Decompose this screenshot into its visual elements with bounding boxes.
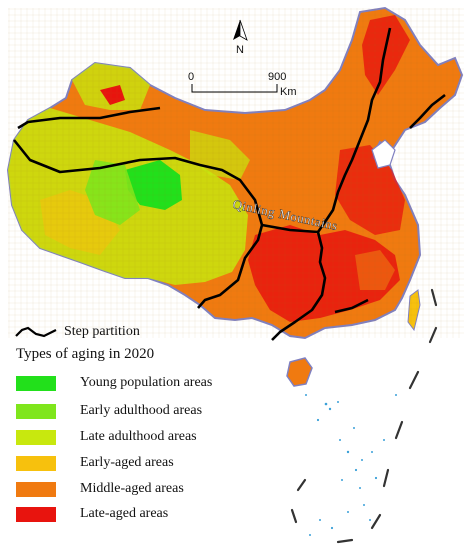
legend-item-late-adulthood: Late adulthood areas xyxy=(16,428,197,446)
north-label: N xyxy=(236,44,244,56)
legend-step-partition: Step partition xyxy=(14,322,140,342)
legend-label: Early adulthood areas xyxy=(80,403,203,418)
scale-start-label: 0 xyxy=(188,71,194,83)
legend-label: Early-aged areas xyxy=(80,455,174,470)
legend-title: Types of aging in 2020 xyxy=(16,346,155,362)
nine-dash-line xyxy=(290,288,438,544)
scale-bar-line xyxy=(191,84,278,93)
scale-unit-label: Km xyxy=(280,86,297,98)
hainan-island xyxy=(286,357,313,387)
legend-label: Late-aged areas xyxy=(80,506,169,521)
legend-label: Young population areas xyxy=(80,375,213,390)
step-line-east-coast xyxy=(334,298,369,314)
legend-label: Middle-aged areas xyxy=(80,481,184,496)
bohai-sea xyxy=(371,139,396,169)
legend-swatch xyxy=(16,429,56,445)
north-arrow: N xyxy=(233,19,248,56)
map-texture xyxy=(8,8,464,338)
step-line-northeast xyxy=(409,93,446,129)
legend-swatch xyxy=(16,375,56,391)
legend-swatch xyxy=(16,506,56,522)
step-line-second-north xyxy=(271,27,392,341)
north-arrow-icon xyxy=(233,20,240,40)
step-partition-lines xyxy=(12,27,446,341)
legend-item-middle-aged: Middle-aged areas xyxy=(16,480,184,498)
legend-item-early-aged: Early-aged areas xyxy=(16,454,174,472)
step-line-second-mid xyxy=(261,223,319,234)
legend-item-early-adulthood: Early adulthood areas xyxy=(16,402,202,420)
step-partition-line-icon xyxy=(15,326,57,338)
south-china-sea-islands xyxy=(305,394,397,536)
legend-item-young: Young population areas xyxy=(16,374,212,392)
step-partition-label: Step partition xyxy=(64,324,140,339)
legend-swatch xyxy=(16,481,56,497)
legend-item-late-aged: Late-aged areas xyxy=(16,505,168,523)
step-line-tibet-north xyxy=(17,106,161,130)
step-line-tibet-south xyxy=(12,139,264,309)
legend-swatch xyxy=(16,403,56,419)
legend-label: Late adulthood areas xyxy=(80,429,197,444)
scale-bar: 0 900 Km xyxy=(188,71,297,98)
legend-swatch xyxy=(16,455,56,471)
scale-end-label: 900 xyxy=(268,71,286,83)
